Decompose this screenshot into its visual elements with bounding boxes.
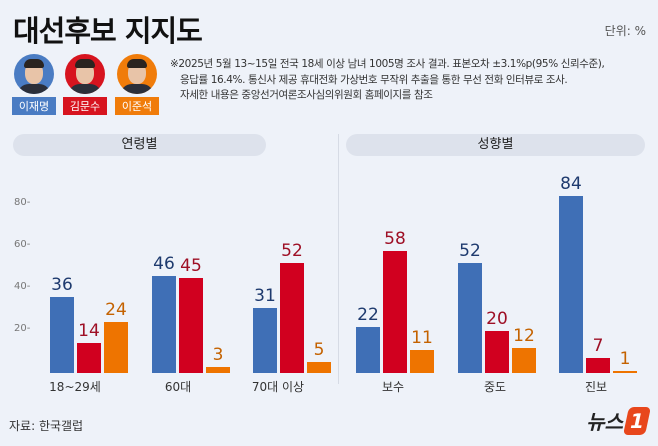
bar-value-label: 12 — [513, 325, 535, 346]
bar — [613, 370, 637, 373]
bar — [383, 250, 407, 373]
bar-value-label: 5 — [313, 340, 325, 361]
candidate-name: 이준석 — [115, 97, 159, 115]
bar — [77, 343, 101, 373]
y-tick-20: 20- — [14, 323, 31, 334]
section-header-ideology: 성향별 — [346, 134, 645, 156]
unit-label: 단위: % — [604, 24, 646, 38]
category-label: 18~29세 — [49, 380, 101, 394]
y-tick-80: 80- — [14, 197, 31, 208]
logo-text: 뉴스 — [586, 410, 623, 434]
bar-value-label: 20 — [486, 308, 508, 329]
section-divider — [338, 134, 339, 384]
section-header-age: 연령별 — [13, 134, 266, 156]
bar — [206, 366, 230, 373]
bar-value-label: 52 — [281, 241, 303, 262]
bar-value-label: 22 — [357, 304, 379, 325]
bar-value-label: 7 — [592, 336, 604, 357]
news1-logo: 뉴스 1 — [586, 406, 651, 435]
bar-value-label: 52 — [459, 241, 481, 262]
category-label: 중도 — [483, 380, 507, 394]
bar — [253, 307, 277, 373]
candidate-name: 이재명 — [12, 97, 56, 115]
bar-value-label: 11 — [411, 327, 433, 348]
category-label: 보수 — [381, 380, 405, 394]
y-tick-40: 40- — [14, 281, 31, 292]
category-label: 진보 — [584, 380, 608, 394]
candidate-name: 김문수 — [63, 97, 107, 115]
bar-value-label: 1 — [619, 348, 631, 369]
category-label: 60대 — [164, 380, 192, 394]
note-line: 자세한 내용은 중앙선거여론조사심의위원회 홈페이지를 참조 — [180, 89, 433, 101]
bar — [50, 297, 74, 373]
bar — [586, 358, 610, 373]
bar-value-label: 46 — [153, 253, 175, 274]
bar-value-label: 3 — [212, 344, 224, 365]
note-line: 응답률 16.4%. 통신사 제공 휴대전화 가상번호 무작위 추출을 통한 무… — [180, 73, 568, 86]
bar-value-label: 36 — [51, 275, 73, 296]
note-line: ※2025년 5월 13~15일 전국 18세 이상 남녀 1005명 조사 결… — [170, 58, 605, 70]
bar-value-label: 58 — [384, 228, 406, 249]
bar-value-label: 84 — [560, 173, 582, 194]
bar — [559, 195, 583, 373]
bar — [485, 330, 509, 373]
bar — [458, 263, 482, 373]
source-label: 자료: 한국갤럽 — [9, 419, 84, 433]
bar — [179, 278, 203, 373]
bar-value-label: 24 — [105, 300, 127, 321]
bar — [356, 326, 380, 373]
bar — [280, 263, 304, 373]
category-label: 70대 이상 — [251, 380, 305, 394]
y-tick-60: 60- — [14, 239, 31, 250]
bar — [152, 275, 176, 373]
survey-note: ※2025년 5월 13~15일 전국 18세 이상 남녀 1005명 조사 결… — [170, 57, 605, 104]
avatar-lee-jaemyung — [14, 54, 54, 94]
candidate-kim-moonsoo: 김문수 — [63, 54, 107, 115]
avatar-lee-junseok — [117, 54, 157, 94]
chart-title: 대선후보 지지도 — [13, 14, 203, 48]
bar-value-label: 45 — [180, 256, 202, 277]
candidate-lee-junseok: 이준석 — [115, 54, 159, 115]
bar — [410, 349, 434, 373]
avatar-kim-moonsoo — [65, 54, 105, 94]
bar-value-label: 31 — [254, 285, 276, 306]
bar — [307, 362, 331, 373]
bar — [104, 322, 128, 373]
bar-value-label: 14 — [78, 321, 100, 342]
logo-mark: 1 — [623, 406, 651, 435]
candidate-lee-jaemyung: 이재명 — [12, 54, 56, 115]
bar — [512, 347, 536, 373]
